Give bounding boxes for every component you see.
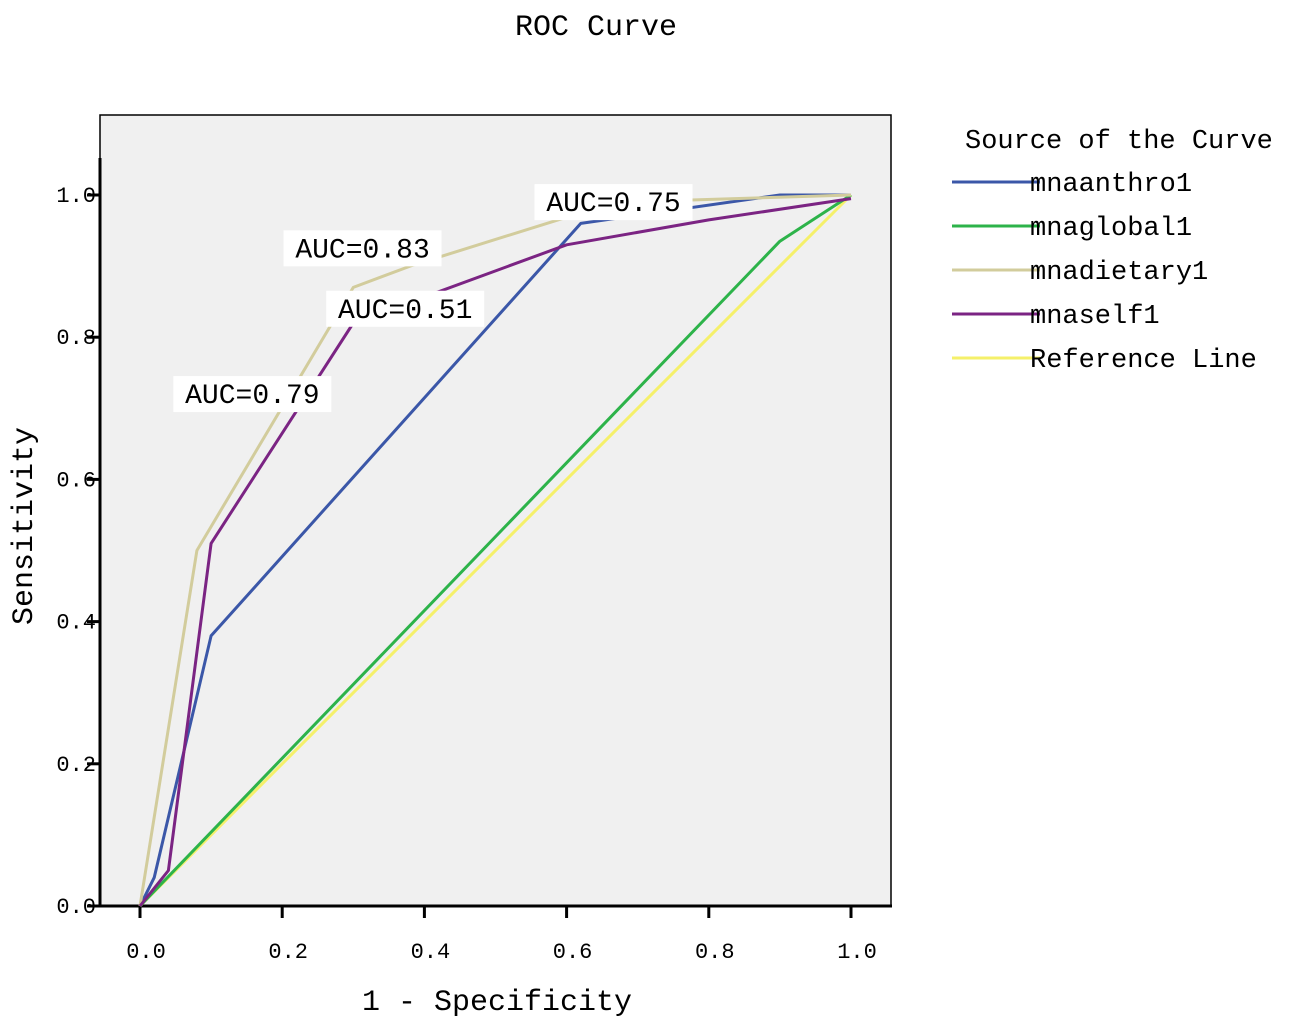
y-tick-label: 0.4 [56,611,96,636]
auc-label-box [283,230,442,267]
auc-label-box [534,184,693,221]
y-tick-label: 0.2 [56,753,96,778]
x-tick-label: 0.6 [553,940,593,965]
legend-label: mnadietary1 [1030,258,1208,288]
x-axis-title: 1 - Specificity [362,986,632,1017]
x-tick-label: 0.2 [268,940,308,965]
series-line-mnaanthro1 [138,193,851,907]
y-tick-label: 1.0 [56,184,96,209]
auc-label: AUC=0.79 [185,381,319,412]
x-tick-label: 1.0 [837,940,877,965]
y-tick-label: 0.6 [56,468,96,493]
x-tick-label: 0.0 [126,940,166,965]
auc-label: AUC=0.75 [546,189,680,220]
auc-label-box [173,376,332,413]
legend: Source of the Curve mnaanthro1 mnaglobal1… [952,127,1273,376]
y-tick-label: 0.8 [56,326,96,351]
y-axis-title: Sensitivity [8,427,42,625]
legend-title: Source of the Curve [965,127,1273,157]
auc-annotations: AUC=0.75 AUC=0.83 AUC=0.51 AUC=0.79 [173,184,693,413]
x-tick-label: 0.8 [695,940,735,965]
chart-title: ROC Curve [515,11,677,45]
legend-label: Reference Line [1030,346,1257,376]
axis-ticks: 0.0 0.2 0.4 0.6 0.8 1.0 0.0 0.2 0.4 0.6 0.8 1.0 [56,184,876,965]
x-tick-label: 0.4 [411,940,451,965]
series-line-reference-line [138,193,853,908]
legend-label: mnaglobal1 [1030,214,1192,244]
y-tick-label: 0.0 [56,895,96,920]
legend-label: mnaanthro1 [1030,170,1192,200]
legend-label: mnaself1 [1030,302,1160,332]
auc-label-box [326,290,485,327]
auc-label: AUC=0.51 [338,296,472,327]
auc-label: AUC=0.83 [295,235,429,266]
plot-area [99,114,892,907]
series-line-mnaglobal1 [138,193,852,908]
